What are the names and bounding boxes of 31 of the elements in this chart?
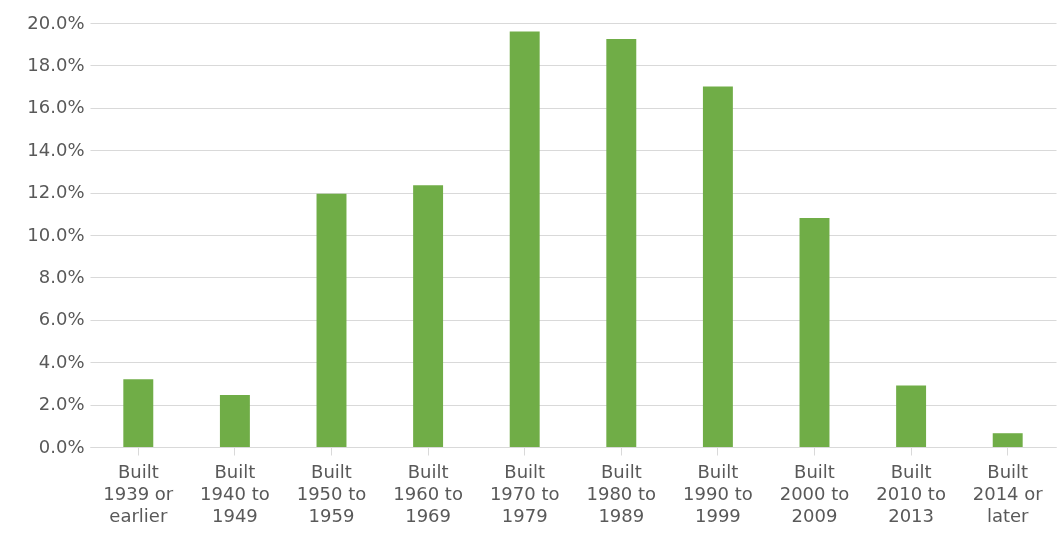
- x-tick-label: Built 1950 to 1959: [296, 460, 367, 526]
- x-tick-label: Built 1990 to 1999: [683, 460, 753, 526]
- bar: [896, 385, 927, 447]
- bar: [316, 193, 347, 447]
- y-tick-label: 16.0%: [27, 96, 85, 118]
- y-tick-label: 12.0%: [27, 181, 85, 203]
- y-tick-label: 6.0%: [38, 308, 85, 330]
- x-tick-label: Built 1940 to 1949: [200, 460, 270, 526]
- y-tick-label: 2.0%: [38, 393, 85, 415]
- bar: [799, 218, 830, 447]
- x-tick-label: Built 1980 to 1989: [586, 460, 657, 526]
- bar: [413, 185, 444, 447]
- x-tick-label: Built 1939 or earlier: [103, 460, 174, 526]
- y-tick-label: 4.0%: [38, 350, 85, 372]
- bar: [606, 38, 637, 447]
- bar: [992, 433, 1023, 447]
- x-tick-label: Built 1960 to 1969: [393, 460, 463, 526]
- bar: [123, 379, 154, 447]
- y-tick-label: 0.0%: [38, 435, 85, 457]
- y-tick-label: 20.0%: [27, 11, 85, 33]
- x-tick-label: Built 2014 or later: [972, 460, 1044, 526]
- y-tick-label: 18.0%: [27, 53, 85, 75]
- x-tick-label: Built 2000 to 2009: [779, 460, 850, 526]
- y-tick-label: 10.0%: [27, 223, 85, 245]
- x-tick-label: Built 2010 to 2013: [876, 460, 946, 526]
- x-tick-label: Built 1970 to 1979: [489, 460, 560, 526]
- y-tick-label: 8.0%: [38, 265, 85, 287]
- bar: [509, 31, 540, 447]
- bar: [702, 86, 733, 447]
- bar: [219, 395, 250, 447]
- y-tick-label: 14.0%: [27, 138, 85, 160]
